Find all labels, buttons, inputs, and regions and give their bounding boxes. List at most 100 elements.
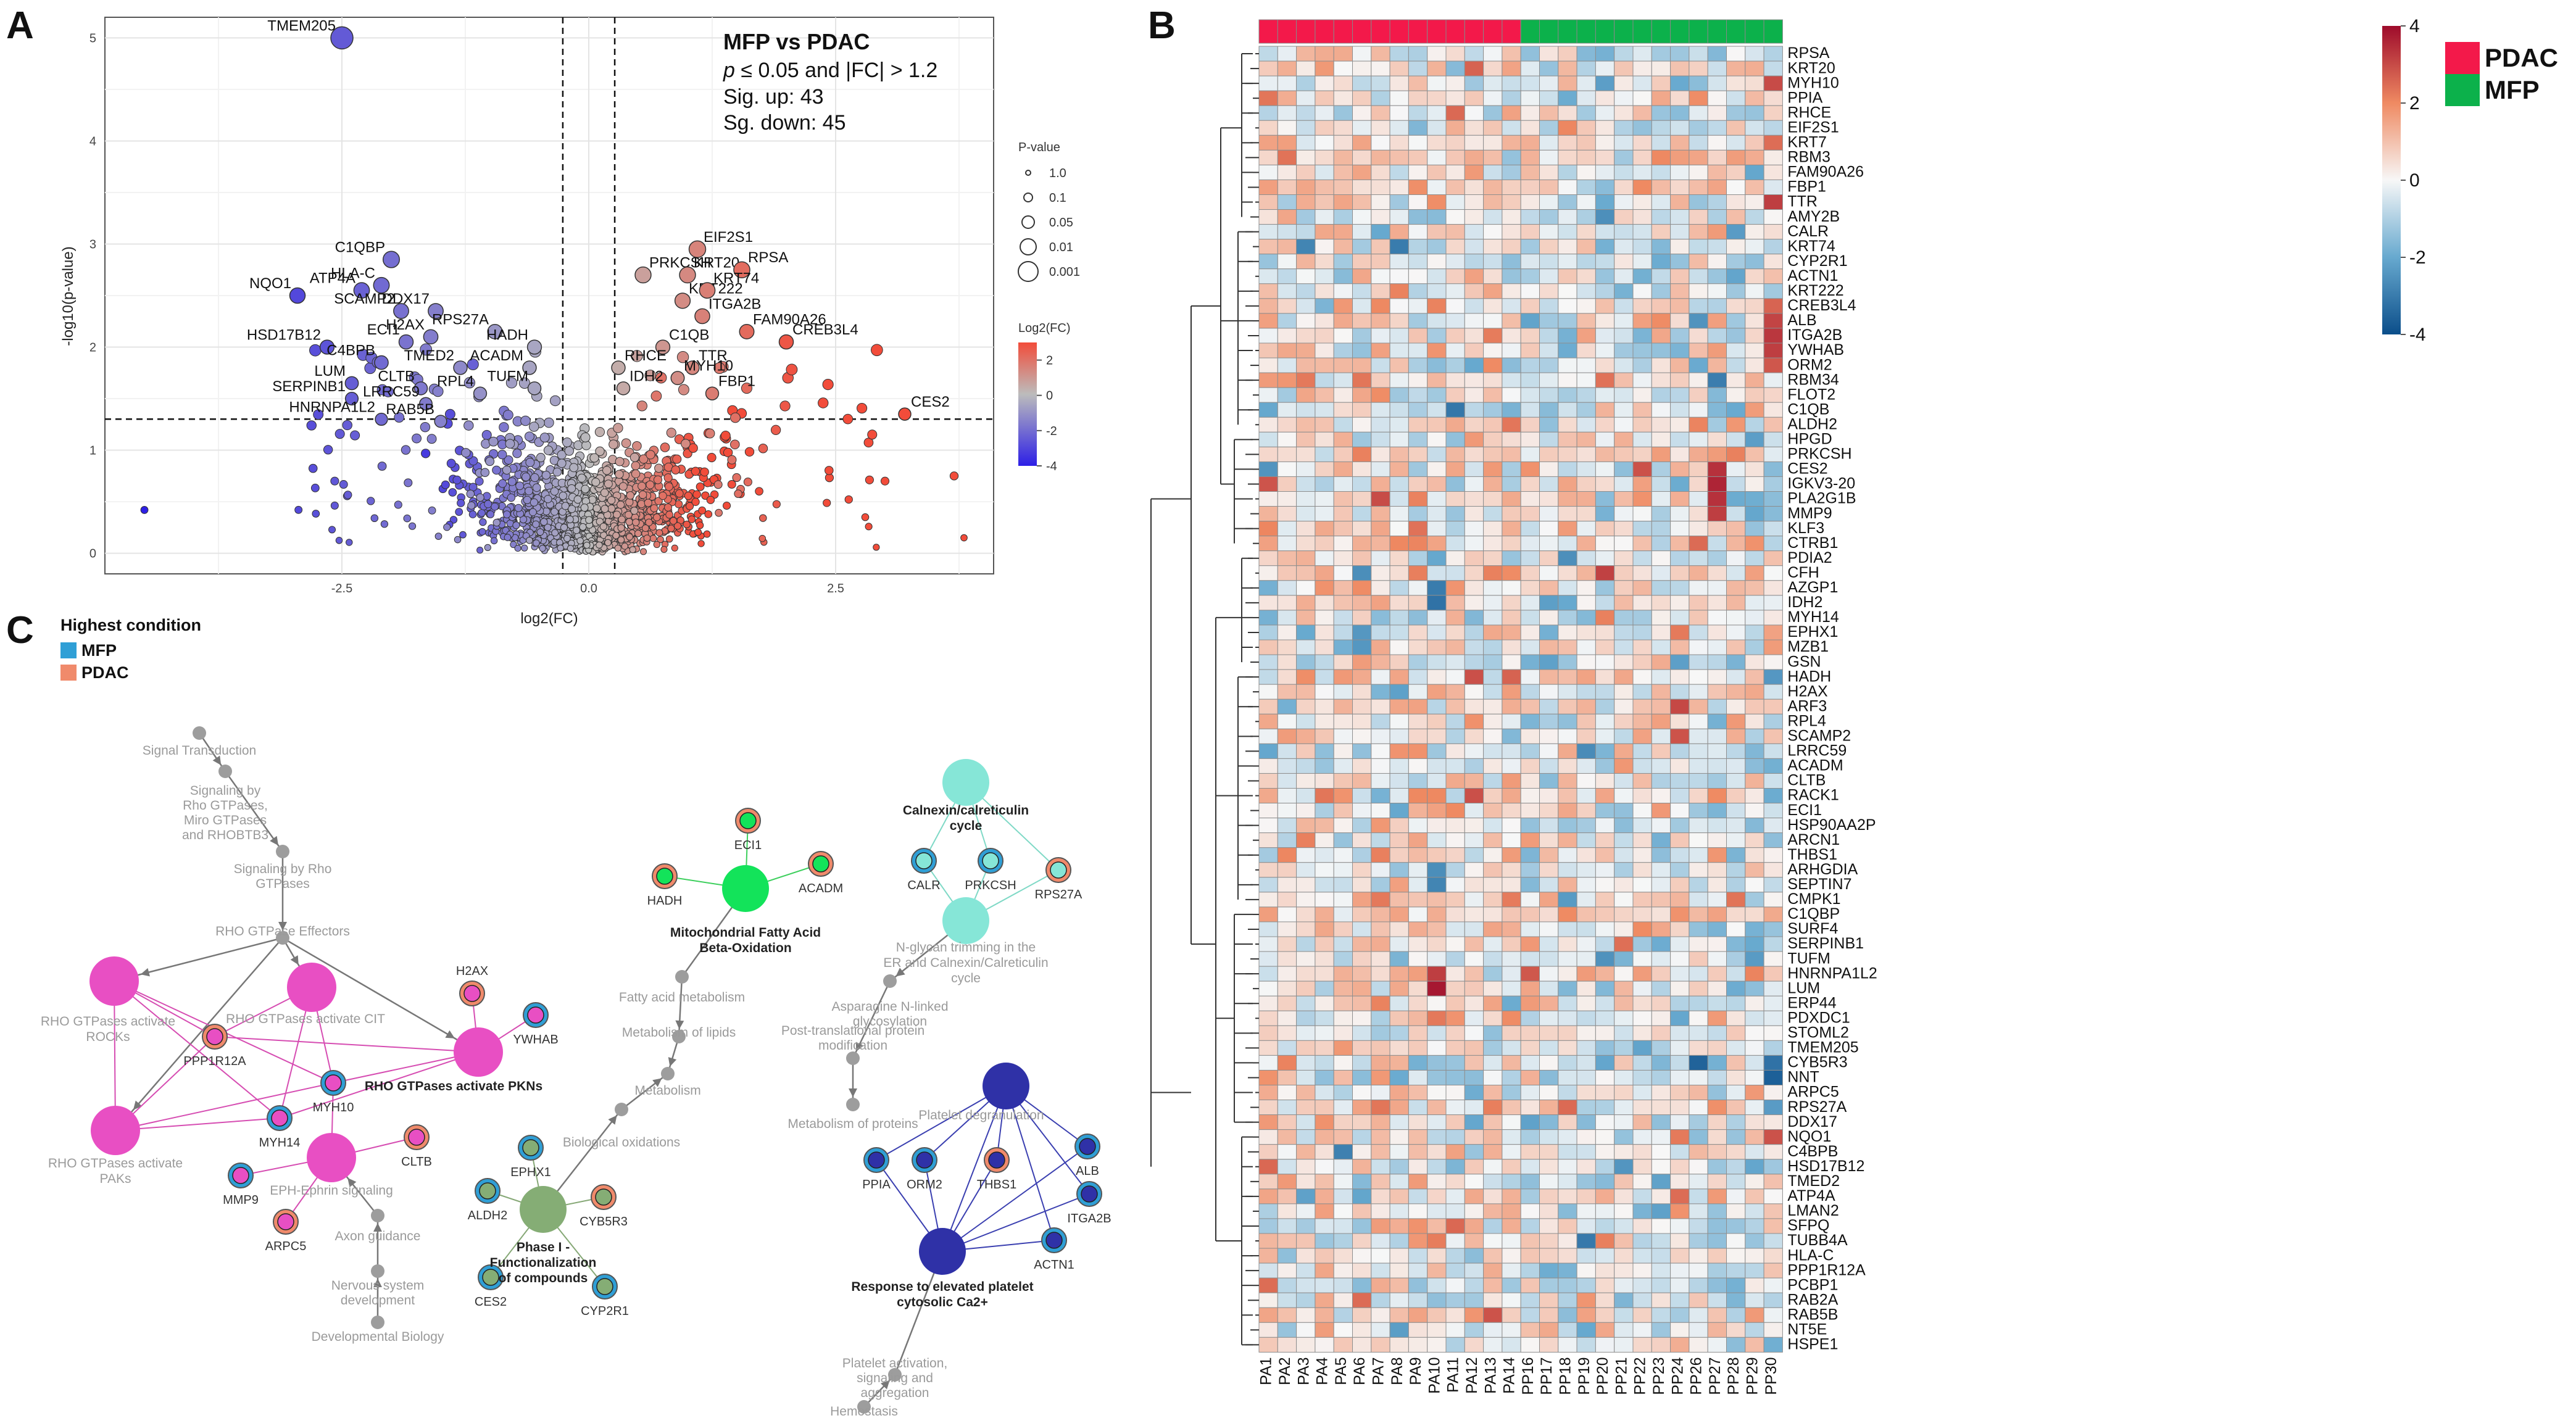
heatmap-cell <box>1352 342 1372 359</box>
y-tick-label: 2 <box>89 341 96 355</box>
volcano-point <box>634 529 642 537</box>
heatmap-cell <box>1689 1100 1708 1116</box>
heatmap-cell <box>1408 1262 1428 1279</box>
heatmap-cell <box>1427 980 1447 997</box>
heatmap-cell <box>1763 1322 1783 1338</box>
heatmap-cell <box>1595 372 1615 388</box>
heatmap-cell <box>1464 639 1484 655</box>
heatmap-cell <box>1576 194 1596 210</box>
heatmap-cell <box>1277 758 1297 774</box>
heatmap-cell <box>1502 224 1521 240</box>
heatmap-cell <box>1763 357 1783 373</box>
heatmap-cell <box>1277 387 1297 403</box>
heatmap-cell <box>1352 1100 1372 1116</box>
heatmap-cell <box>1408 46 1428 62</box>
heatmap-cell <box>1464 446 1484 462</box>
heatmap-cell <box>1745 758 1764 774</box>
heatmap-cell <box>1539 1248 1559 1264</box>
heatmap-cell <box>1763 60 1783 77</box>
heatmap-cell <box>1763 847 1783 863</box>
heatmap-cell <box>1483 803 1503 819</box>
lfc-legend-label: -4 <box>1046 460 1057 473</box>
heatmap-cell <box>1464 1174 1484 1190</box>
volcano-point <box>370 514 379 523</box>
heatmap-cell <box>1520 728 1540 744</box>
heatmap-cell <box>1445 506 1465 522</box>
heatmap-cell <box>1296 1218 1316 1234</box>
group-legend-swatch-pdac <box>2445 42 2480 74</box>
heatmap-cell <box>1726 1144 1746 1160</box>
heatmap-cell <box>1689 476 1708 492</box>
heatmap-cell <box>1614 521 1634 537</box>
term-label: RHO GTPases activate PKNs <box>365 1079 542 1093</box>
heatmap-cell <box>1371 1262 1390 1279</box>
heatmap-cell <box>1371 521 1390 537</box>
heatmap-cell <box>1277 847 1297 863</box>
volcano-point <box>626 533 633 541</box>
volcano-point <box>673 522 682 530</box>
heatmap-cell <box>1352 565 1372 581</box>
heatmap-cell <box>1464 1292 1484 1308</box>
heatmap-cell <box>1632 921 1652 937</box>
heatmap-cell <box>1427 743 1447 759</box>
heatmap-cell <box>1539 847 1559 863</box>
heatmap-cell <box>1576 1203 1596 1219</box>
heatmap-cell <box>1632 1337 1652 1353</box>
heatmap-cell <box>1371 149 1390 165</box>
heatmap-cell <box>1258 966 1278 982</box>
heatmap-cell <box>1651 1292 1671 1308</box>
heatmap-cell <box>1277 46 1297 62</box>
heatmap-cell <box>1464 283 1484 299</box>
heatmap-cell <box>1707 980 1727 997</box>
volcano-extreme-point <box>960 534 968 542</box>
heatmap-cell <box>1726 372 1746 388</box>
heatmap-cell <box>1427 164 1447 180</box>
heatmap-cell <box>1315 921 1334 937</box>
heatmap-cell <box>1558 1337 1577 1353</box>
heatmap-cell <box>1726 832 1746 848</box>
heatmap-cell <box>1595 1262 1615 1279</box>
heatmap-cell <box>1315 906 1334 922</box>
heatmap-cell <box>1427 580 1447 596</box>
heatmap-cell <box>1258 728 1278 744</box>
volcano-point <box>532 483 541 492</box>
volcano-sig-down: Sg. down: 45 <box>723 111 846 135</box>
heatmap-cell <box>1614 90 1634 106</box>
heatmap-cell <box>1745 268 1764 284</box>
heatmap-cell <box>1763 1159 1783 1175</box>
heatmap-cell <box>1483 684 1503 700</box>
heatmap-cell <box>1614 550 1634 566</box>
heatmap-cell <box>1651 506 1671 522</box>
volcano-point <box>660 545 668 553</box>
volcano-point <box>521 472 531 481</box>
heatmap-cell <box>1539 536 1559 552</box>
volcano-point <box>434 533 442 540</box>
heatmap-cell <box>1595 1085 1615 1101</box>
heatmap-cell <box>1763 966 1783 982</box>
heatmap-cell <box>1576 75 1596 91</box>
heatmap-column-label: PA1 <box>1258 1357 1275 1385</box>
heatmap-cell <box>1576 1100 1596 1116</box>
heatmap-cell <box>1558 1100 1577 1116</box>
heatmap-cell <box>1464 654 1484 670</box>
heatmap-cell <box>1726 1218 1746 1234</box>
heatmap-cell <box>1520 239 1540 255</box>
heatmap-cell <box>1539 313 1559 329</box>
heatmap-cell <box>1651 728 1671 744</box>
heatmap-cell <box>1651 1307 1671 1323</box>
network-legend: Highest condition MFP PDAC <box>60 616 201 682</box>
heatmap-cell <box>1763 328 1783 344</box>
heatmap-cell <box>1576 1040 1596 1056</box>
heatmap-cell <box>1651 713 1671 729</box>
heatmap-cell <box>1258 803 1278 819</box>
heatmap-cell <box>1333 75 1353 91</box>
heatmap-cell <box>1763 179 1783 196</box>
heatmap-cell <box>1632 1262 1652 1279</box>
heatmap-cell <box>1670 1129 1690 1145</box>
heatmap-cell <box>1408 506 1428 522</box>
heatmap-cell <box>1651 698 1671 715</box>
heatmap-cell <box>1277 1085 1297 1101</box>
volcano-point <box>343 491 352 499</box>
heatmap-cell <box>1726 75 1746 91</box>
gene-node-core <box>868 1151 885 1169</box>
